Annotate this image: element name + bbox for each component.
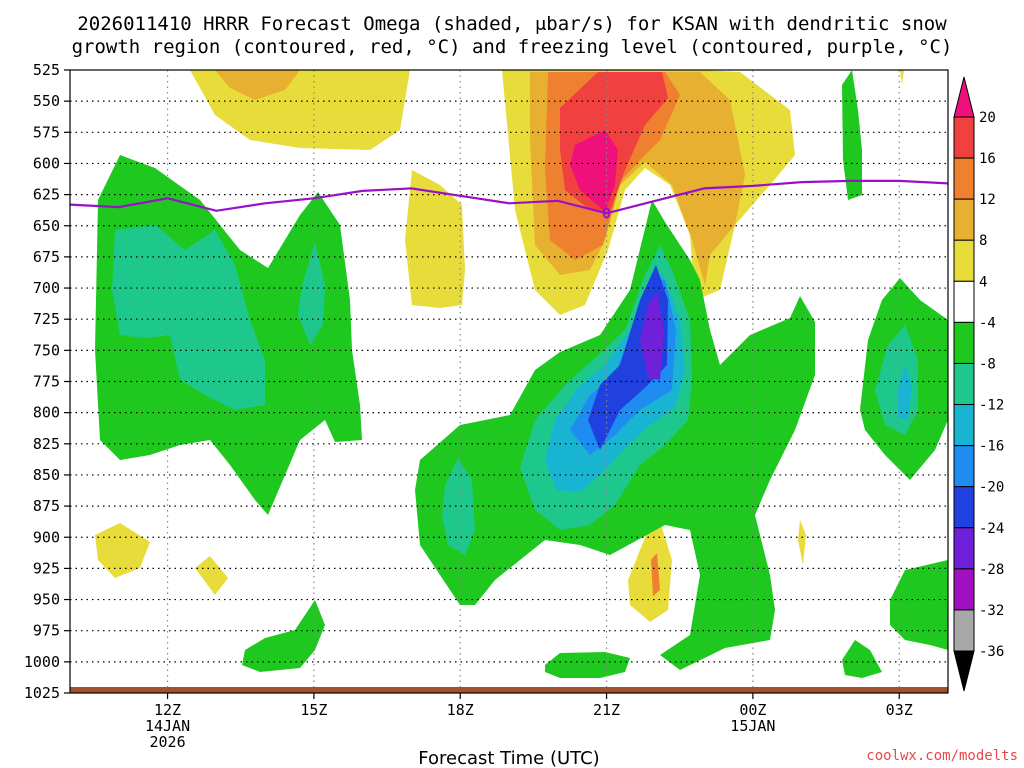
colorbar-label: -28 — [979, 562, 1004, 578]
colorbar-segment — [953, 280, 975, 323]
y-tick-label: 925 — [33, 559, 60, 577]
y-tick-label: 600 — [33, 154, 60, 172]
y-tick-label: 900 — [33, 528, 60, 546]
x-tick-label: 03Z — [886, 701, 913, 719]
omega-negative-area — [545, 652, 630, 678]
x-tick-label: 21Z — [593, 701, 620, 719]
colorbar-segment — [953, 321, 975, 364]
colorbar-label: -8 — [979, 356, 996, 372]
colorbar-segment — [953, 486, 975, 529]
omega-positive-area — [190, 70, 410, 150]
colorbar-label: 16 — [979, 151, 996, 167]
colorbar: 20 16 12 8 4 -4 -8 -12 -16 -20 -24 -28 -32 -36 — [953, 76, 1004, 692]
x-tick-label: 00Z — [739, 701, 766, 719]
omega-positive-area — [900, 70, 904, 85]
x-tick-label: 15Z — [300, 701, 327, 719]
omega-negative-area — [242, 600, 325, 672]
colorbar-segment — [953, 527, 975, 570]
omega-negative-area — [640, 292, 664, 380]
omega-shading — [95, 70, 948, 678]
colorbar-segment — [953, 239, 975, 282]
omega-positive-area — [798, 520, 806, 565]
colorbar-segment — [953, 198, 975, 241]
colorbar-label: 4 — [979, 274, 987, 290]
colorbar-segment — [953, 404, 975, 447]
chart-title-line-2: growth region (contoured, red, °C) and f… — [72, 36, 953, 58]
y-tick-label: 650 — [33, 217, 60, 235]
y-tick-label: 725 — [33, 310, 60, 328]
omega-negative-area — [890, 560, 948, 650]
colorbar-segment — [953, 568, 975, 611]
y-tick-label: 875 — [33, 497, 60, 515]
omega-negative-area — [898, 365, 912, 420]
y-tick-label: 825 — [33, 435, 60, 453]
chart-title-line-1: 2026011410 HRRR Forecast Omega (shaded, … — [77, 13, 947, 35]
x-tick-label: 14JAN — [145, 717, 190, 735]
colorbar-label: 12 — [979, 192, 996, 208]
y-tick-label: 625 — [33, 186, 60, 204]
x-tick-label: 12Z — [154, 701, 181, 719]
colorbar-label: 20 — [979, 110, 996, 126]
colorbar-label: 8 — [979, 233, 987, 249]
omega-positive-area — [405, 170, 465, 308]
colorbar-segment — [953, 157, 975, 200]
y-tick-label: 575 — [33, 123, 60, 141]
y-tick-label: 1000 — [24, 653, 60, 671]
plot-gridlines — [70, 70, 948, 693]
y-tick-label: 950 — [33, 591, 60, 609]
colorbar-segment — [953, 609, 975, 652]
colorbar-label: -16 — [979, 439, 1004, 455]
freezing-level-line — [69, 179, 949, 215]
colorbar-segment — [953, 116, 975, 159]
colorbar-label: -32 — [979, 603, 1004, 619]
x-axis-label: Forecast Time (UTC) — [418, 748, 599, 768]
y-tick-label: 675 — [33, 248, 60, 266]
y-tick-label: 775 — [33, 373, 60, 391]
colorbar-label: -20 — [979, 480, 1004, 496]
colorbar-bottom-arrow — [953, 650, 975, 692]
omega-positive-area — [651, 553, 660, 596]
omega-negative-area — [842, 70, 862, 200]
omega-positive-area — [95, 523, 150, 578]
y-tick-label: 850 — [33, 466, 60, 484]
freezing-level-label: 0 — [602, 204, 611, 222]
colorbar-top-arrow — [953, 76, 975, 118]
colorbar-label: -4 — [979, 315, 996, 331]
omega-positive-area — [215, 70, 300, 100]
colorbar-label: -36 — [979, 644, 1004, 660]
omega-negative-area — [442, 458, 475, 555]
y-tick-label: 525 — [33, 61, 60, 79]
x-tick-label: 18Z — [447, 701, 474, 719]
y-tick-label: 975 — [33, 622, 60, 640]
x-tick-label: 2026 — [149, 733, 185, 751]
y-tick-label: 1025 — [24, 684, 60, 702]
omega-negative-area — [842, 640, 882, 678]
colorbar-label: -24 — [979, 521, 1004, 537]
y-tick-label: 800 — [33, 404, 60, 422]
y-axis-pressure-ticks: 525 550 575 600 625 650 675 700 725 750 775 800 825 8… — [24, 61, 70, 702]
y-tick-label: 550 — [33, 92, 60, 110]
terrain-strip — [70, 687, 948, 693]
omega-positive-area — [195, 556, 228, 595]
credit-text: coolwx.com/modelts — [866, 748, 1018, 764]
colorbar-segment — [953, 362, 975, 406]
y-tick-label: 700 — [33, 279, 60, 297]
omega-positive-area — [628, 515, 672, 622]
y-tick-label: 750 — [33, 341, 60, 359]
colorbar-segment — [953, 445, 975, 488]
x-tick-label: 15JAN — [730, 717, 775, 735]
omega-negative-area — [112, 225, 265, 410]
colorbar-label: -12 — [979, 398, 1004, 414]
